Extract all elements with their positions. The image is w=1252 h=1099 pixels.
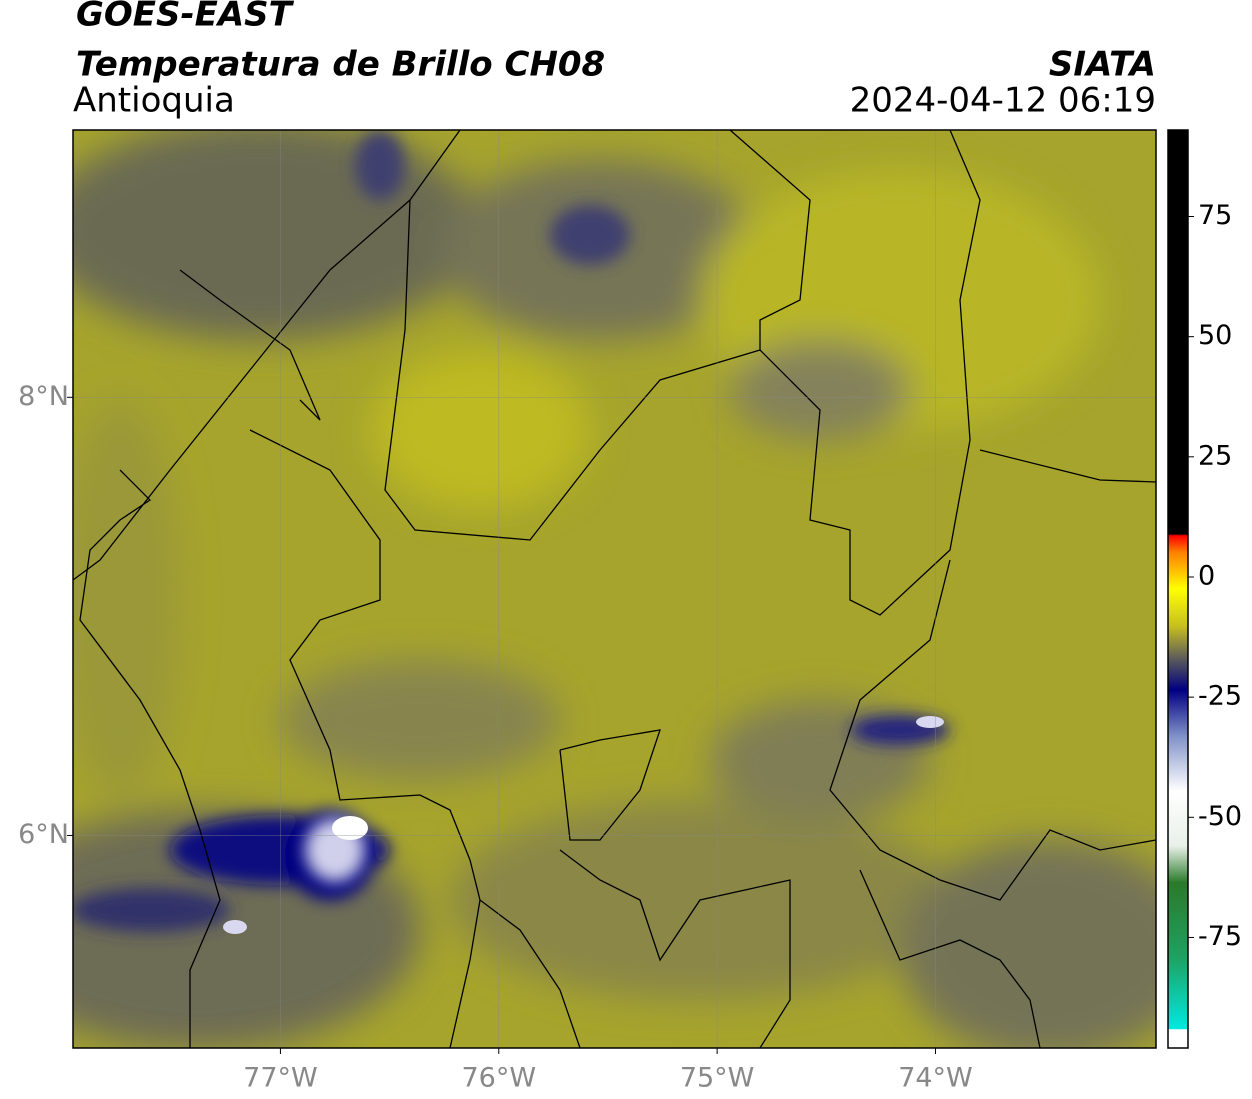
y-tick-label: 8°N <box>18 381 69 412</box>
title: GOES-EAST <box>76 0 295 35</box>
colorbar-label: 50 <box>1198 320 1232 351</box>
source: SIATA <box>1049 45 1156 85</box>
colorbar-label: -25 <box>1198 681 1242 712</box>
x-tick-label: 76°W <box>461 1063 536 1094</box>
timestamp: 2024-04-12 06:19 <box>850 81 1156 121</box>
colorbar <box>1167 129 1189 1049</box>
colorbar-label: 75 <box>1198 200 1232 231</box>
colorbar-label: 25 <box>1198 440 1232 471</box>
x-tick-label: 77°W <box>243 1063 318 1094</box>
subtitle: Temperatura de Brillo CH08 <box>76 45 605 85</box>
map-frame <box>72 129 1157 1049</box>
region: Antioquia <box>73 81 235 121</box>
x-tick-label: 75°W <box>680 1063 755 1094</box>
colorbar-label: -75 <box>1198 921 1242 952</box>
x-tick-label: 74°W <box>898 1063 973 1094</box>
map-image <box>73 130 1156 1048</box>
y-tick-label: 6°N <box>18 819 69 850</box>
colorbar-label: -50 <box>1198 801 1242 832</box>
colorbar-label: 0 <box>1198 560 1215 591</box>
